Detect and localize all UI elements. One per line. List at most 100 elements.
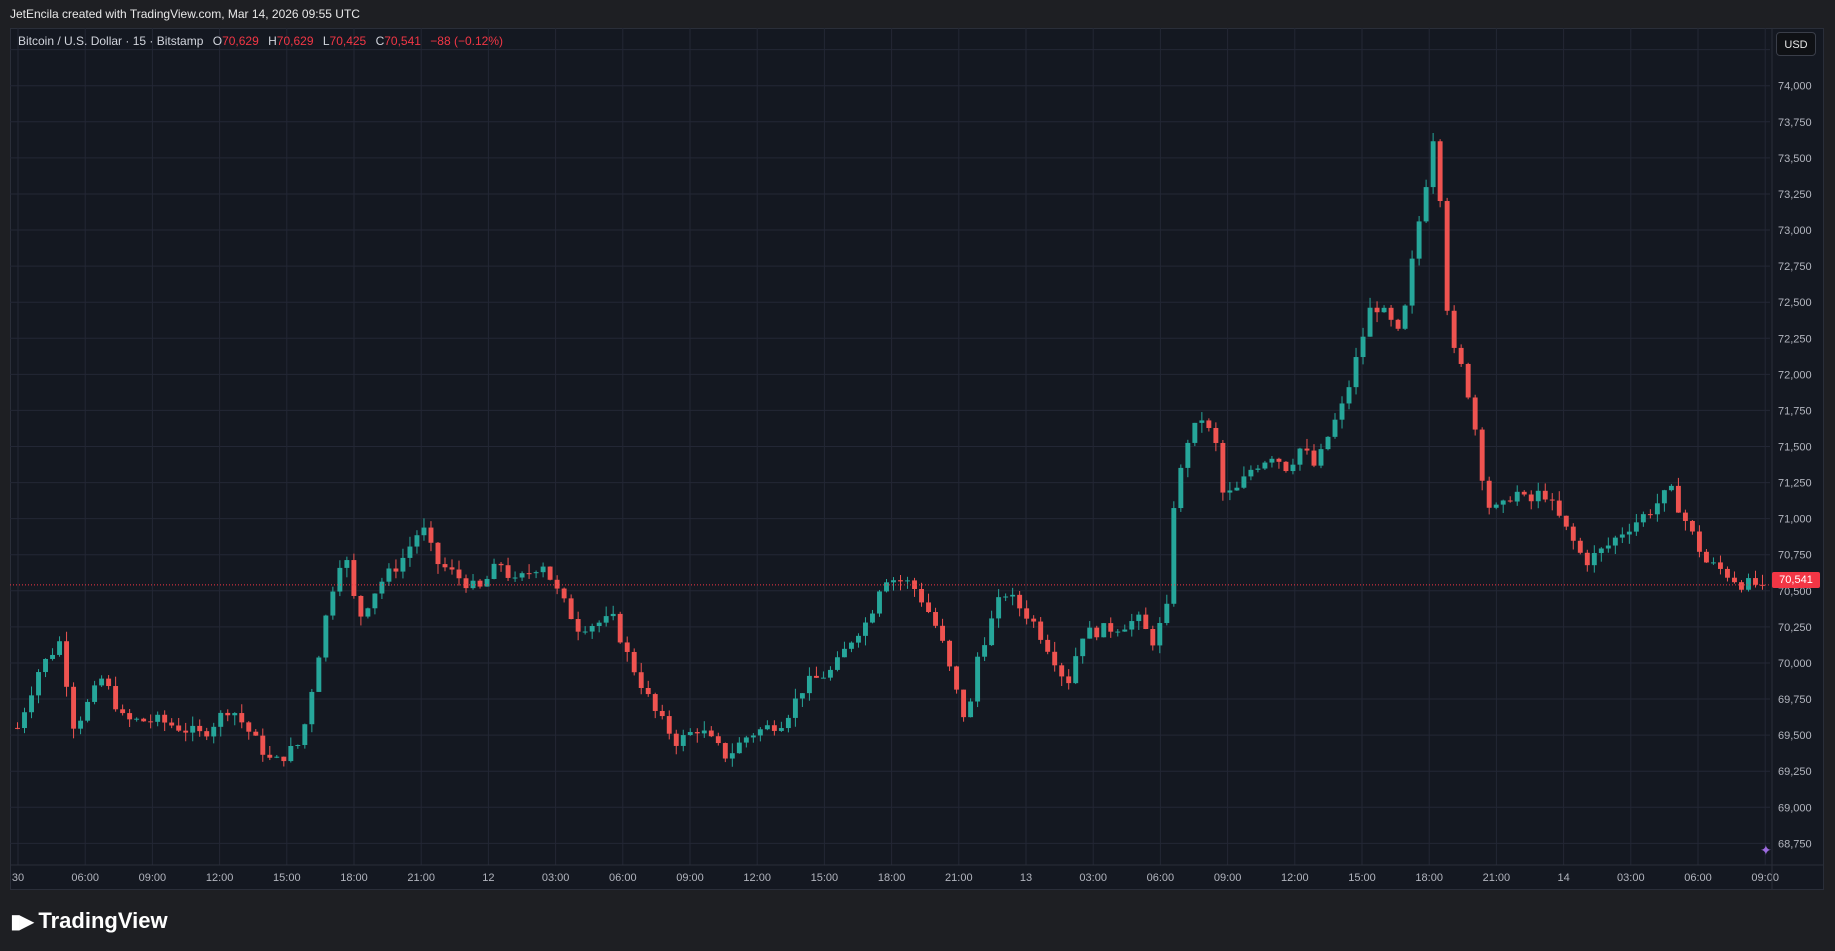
candle-body bbox=[1591, 553, 1597, 566]
candle-body bbox=[1297, 448, 1303, 465]
candle-body bbox=[526, 573, 532, 575]
candle-body bbox=[694, 732, 700, 734]
candle-body bbox=[877, 591, 882, 614]
y-tick-label: 71,000 bbox=[1778, 514, 1812, 526]
high-value: 70,629 bbox=[276, 34, 314, 48]
tradingview-logo[interactable]: ▮▶ TradingView bbox=[10, 908, 168, 934]
candle-body bbox=[982, 645, 988, 657]
x-tick-label: 18:00 bbox=[1415, 872, 1443, 884]
candle-body bbox=[337, 567, 343, 592]
candle-body bbox=[1339, 403, 1345, 420]
candle-body bbox=[1003, 596, 1009, 598]
y-tick-label: 73,250 bbox=[1778, 189, 1812, 201]
candle-body bbox=[1640, 514, 1646, 523]
x-tick-label: 09:00 bbox=[1751, 872, 1779, 884]
candle-body bbox=[1122, 629, 1128, 632]
y-tick-label: 71,750 bbox=[1778, 405, 1812, 417]
candle-body bbox=[1262, 462, 1268, 469]
candle-body bbox=[540, 566, 546, 573]
candle-body bbox=[183, 730, 189, 733]
candle-body bbox=[176, 725, 182, 731]
low-label: L bbox=[322, 34, 330, 48]
candle-body bbox=[884, 582, 889, 592]
x-tick-label: 06:00 bbox=[609, 872, 637, 884]
candle-body bbox=[757, 729, 763, 736]
x-tick-label: 30 bbox=[12, 872, 24, 884]
candle-body bbox=[841, 648, 847, 658]
x-tick-label: 06:00 bbox=[1684, 872, 1712, 884]
y-tick-label: 73,000 bbox=[1778, 225, 1812, 237]
candle-body bbox=[1283, 461, 1289, 472]
candle-body bbox=[1178, 467, 1184, 509]
candle-body bbox=[57, 641, 63, 655]
candle-body bbox=[1633, 522, 1639, 532]
candle-body bbox=[197, 725, 203, 732]
candle-body bbox=[155, 714, 161, 722]
candle-body bbox=[926, 602, 931, 613]
candle-body bbox=[1486, 480, 1492, 508]
candle-body bbox=[1213, 427, 1219, 443]
currency-button[interactable]: USD bbox=[1776, 32, 1816, 56]
candle-body bbox=[1227, 490, 1233, 493]
candle-body bbox=[680, 735, 686, 746]
low-value: 70,425 bbox=[329, 34, 367, 48]
candle-body bbox=[1206, 420, 1212, 428]
candle-body bbox=[1269, 458, 1275, 463]
candle-body bbox=[652, 694, 658, 711]
sparkle-icon[interactable]: ✦ bbox=[1760, 842, 1772, 858]
candle-body bbox=[1031, 618, 1037, 622]
candle-body bbox=[491, 563, 497, 579]
candle-body bbox=[50, 654, 55, 659]
candle-body bbox=[1430, 141, 1436, 188]
candle-body bbox=[1248, 469, 1254, 477]
candle-body bbox=[729, 753, 735, 759]
candle-body bbox=[99, 678, 105, 686]
candle-body bbox=[1682, 512, 1688, 521]
candle-body bbox=[323, 615, 329, 658]
candle-body bbox=[1514, 491, 1520, 502]
candle-body bbox=[1703, 551, 1709, 563]
candle-body bbox=[1563, 515, 1569, 527]
candle-body bbox=[1276, 458, 1282, 462]
candle-body bbox=[687, 732, 693, 736]
candle-body bbox=[898, 580, 903, 582]
x-tick-label: 21:00 bbox=[1483, 872, 1511, 884]
candle-body bbox=[1689, 520, 1695, 532]
candle-body bbox=[1753, 578, 1758, 585]
x-tick-label: 03:00 bbox=[1617, 872, 1645, 884]
y-tick-label: 74,000 bbox=[1778, 81, 1812, 93]
candle-body bbox=[891, 580, 896, 583]
open-label: O bbox=[212, 34, 223, 48]
candle-body bbox=[1465, 363, 1471, 398]
candle-body bbox=[989, 618, 995, 646]
candle-body bbox=[1528, 494, 1534, 502]
candle-body bbox=[1605, 545, 1611, 549]
candle-body bbox=[484, 578, 490, 587]
candle-body bbox=[1066, 676, 1072, 684]
candle-body bbox=[1087, 627, 1093, 639]
candle-body bbox=[1535, 490, 1541, 502]
candle-body bbox=[1136, 614, 1142, 622]
x-tick-label: 15:00 bbox=[273, 872, 301, 884]
x-tick-label: 15:00 bbox=[1348, 872, 1376, 884]
y-tick-label: 70,250 bbox=[1778, 622, 1812, 634]
candle-body bbox=[1185, 442, 1191, 468]
candle-body bbox=[603, 616, 609, 623]
candle-body bbox=[211, 726, 217, 737]
chart-pane[interactable] bbox=[10, 28, 1824, 890]
candle-body bbox=[330, 591, 336, 616]
candle-body bbox=[365, 608, 371, 617]
candle-body bbox=[190, 725, 196, 733]
symbol-title[interactable]: Bitcoin / U.S. Dollar · 15 · Bitstamp bbox=[18, 34, 204, 48]
candle-body bbox=[120, 709, 126, 714]
candle-body bbox=[1668, 485, 1674, 491]
x-tick-label: 15:00 bbox=[811, 872, 839, 884]
candle-body bbox=[512, 577, 518, 579]
candle-body bbox=[351, 560, 357, 596]
candle-body bbox=[1255, 468, 1261, 470]
candle-body bbox=[267, 754, 273, 758]
candle-body bbox=[834, 657, 840, 670]
candle-body bbox=[792, 698, 798, 718]
candle-body bbox=[1416, 221, 1422, 259]
